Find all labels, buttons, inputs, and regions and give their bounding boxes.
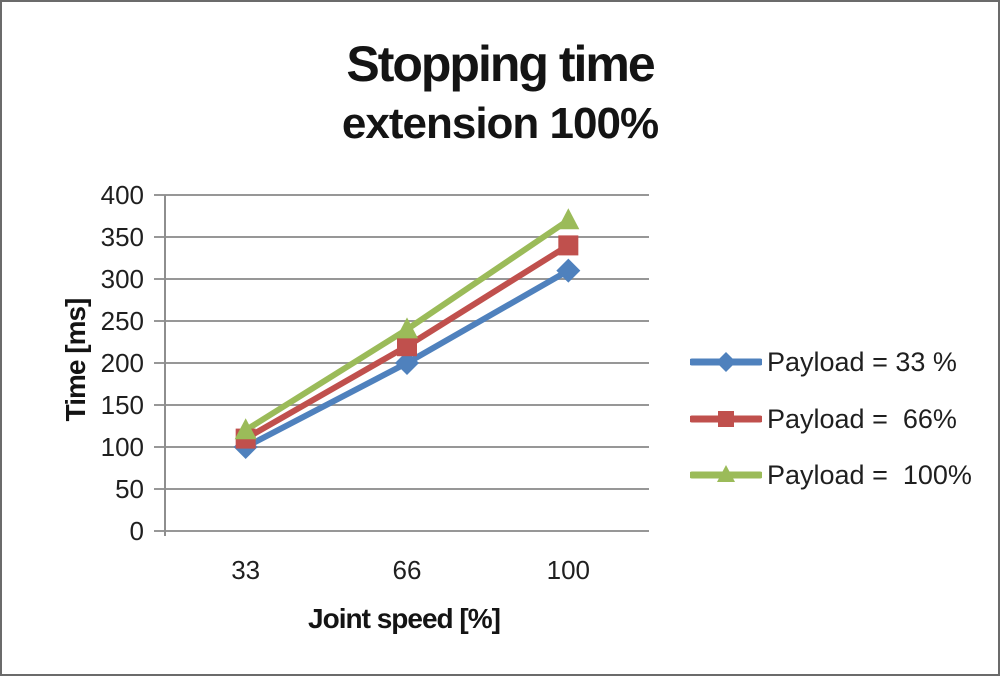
- diamond-marker-icon: [716, 352, 736, 372]
- square-marker-icon: [558, 235, 579, 256]
- diamond-marker-icon: [556, 258, 581, 283]
- chart-subtitle: extension 100%: [341, 99, 659, 148]
- legend-item-label: Payload = 66%: [767, 404, 957, 434]
- legend-item-label: Payload = 33 %: [767, 347, 957, 377]
- legend-marker-square-icon: [690, 411, 762, 427]
- legend-item: Payload = 33 %: [690, 348, 957, 376]
- triangle-marker-icon: [396, 317, 418, 339]
- triangle-marker-icon: [234, 418, 257, 440]
- x-axis-title: Joint speed [%]: [308, 603, 501, 634]
- y-tick-label: 150: [100, 390, 144, 420]
- chart-title: Stopping time: [346, 36, 655, 92]
- y-tick-label: 100: [100, 432, 144, 462]
- y-tick-label: 300: [100, 264, 144, 294]
- legend-item: Payload = 66%: [690, 405, 957, 433]
- triangle-marker-icon: [557, 208, 580, 230]
- x-tick-label: 66: [392, 555, 422, 585]
- legend-marker-triangle-icon: [690, 465, 762, 482]
- legend-marker-diamond-icon: [690, 352, 762, 372]
- y-tick-label: 50: [115, 474, 144, 504]
- y-tick-label: 0: [129, 516, 144, 546]
- triangle-marker-icon: [717, 465, 735, 482]
- y-tick-label: 400: [100, 180, 144, 210]
- square-marker-icon: [397, 336, 417, 357]
- y-tick-label: 350: [100, 222, 144, 252]
- y-tick-label: 200: [100, 348, 144, 378]
- x-tick-label: 100: [546, 555, 591, 585]
- diamond-marker-icon: [395, 351, 419, 375]
- y-tick-label: 250: [100, 306, 144, 336]
- legend-item: Payload = 100%: [690, 461, 972, 489]
- legend-item-label: Payload = 100%: [767, 460, 972, 490]
- square-marker-icon: [718, 411, 734, 427]
- x-tick-label: 33: [231, 555, 261, 585]
